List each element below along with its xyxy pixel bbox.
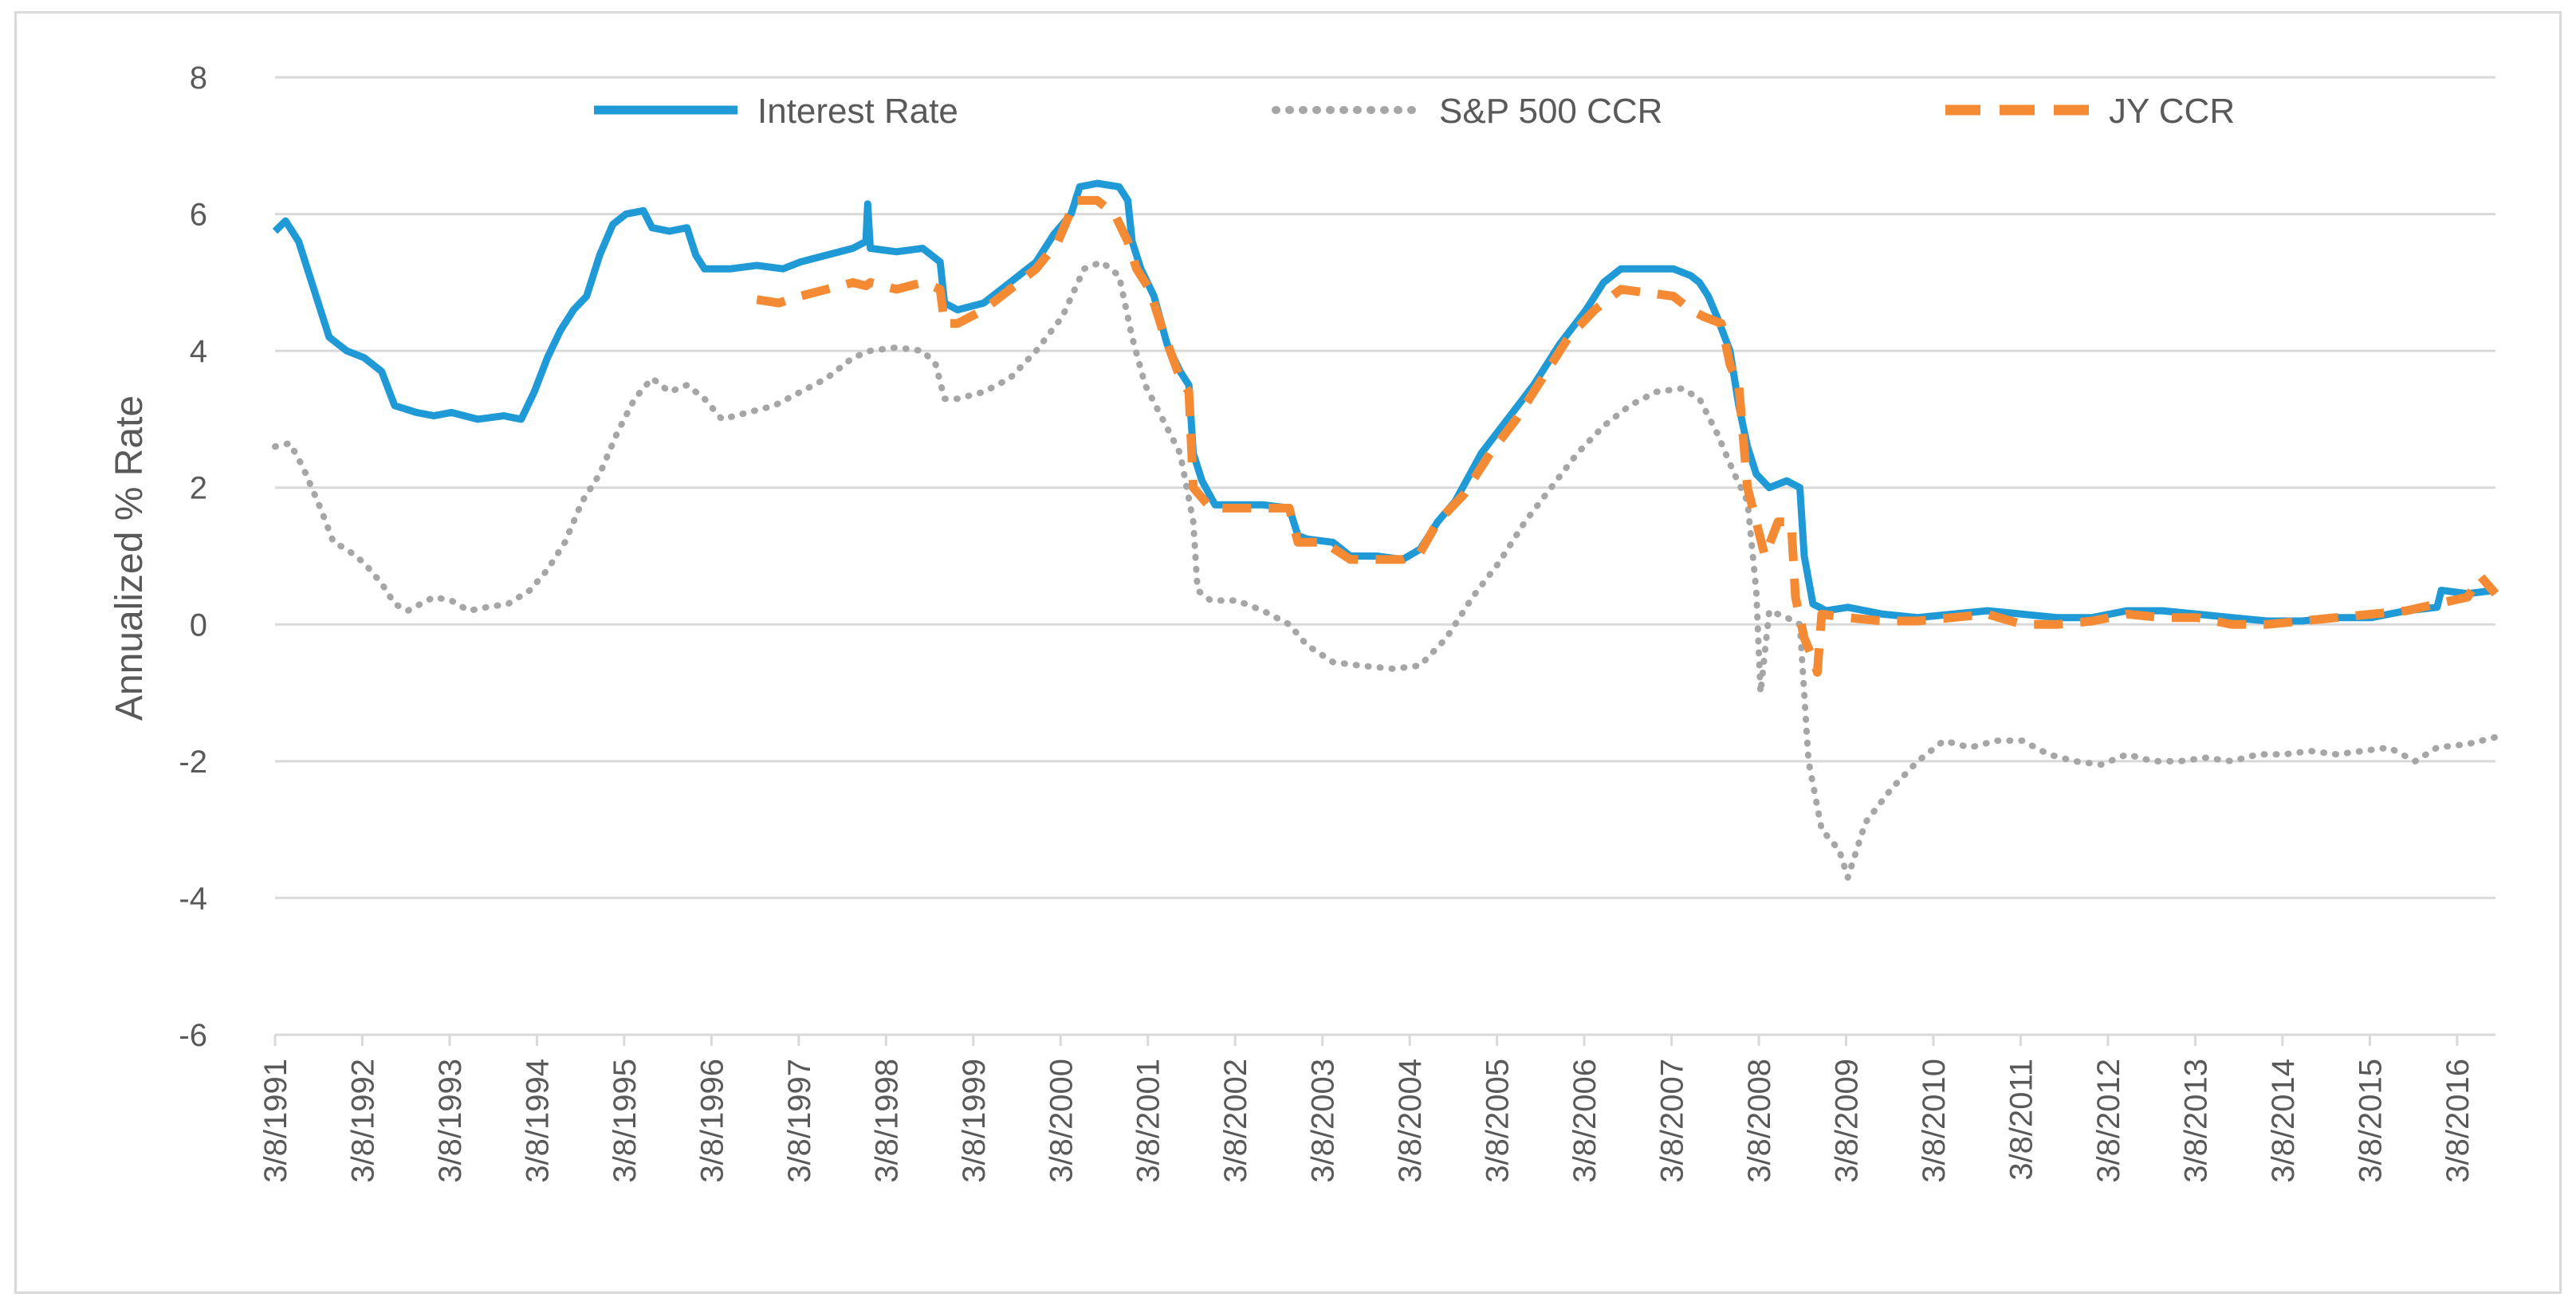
x-tick-label: 3/8/1998 [869, 1059, 904, 1183]
gridlines [275, 76, 2495, 1036]
y-axis-title: Annualized % Rate [108, 395, 151, 721]
y-axis-ticks: -6 -4 -2 0 2 4 6 8 [179, 61, 207, 1053]
x-tick-label: 3/8/1991 [258, 1059, 293, 1183]
x-tick-label: 3/8/2001 [1131, 1059, 1166, 1183]
x-tick-label: 3/8/2012 [2091, 1059, 2126, 1183]
legend-label: S&P 500 CCR [1439, 92, 1662, 131]
x-tick-label: 3/8/2002 [1218, 1059, 1253, 1183]
x-tick-label: 3/8/1995 [608, 1059, 643, 1183]
series-line-s-p-500-ccr [272, 258, 2499, 881]
x-tick-label: 3/8/2009 [1830, 1059, 1865, 1183]
x-tick-label: 3/8/2010 [1917, 1059, 1952, 1183]
y-tick-label: 6 [190, 198, 207, 233]
x-tick-label: 3/8/2016 [2440, 1059, 2476, 1183]
series-line-jy-ccr [756, 195, 2499, 677]
x-tick-label: 3/8/2011 [2004, 1059, 2039, 1181]
x-tick-label: 3/8/2007 [1655, 1059, 1690, 1183]
x-tick-label: 3/8/2003 [1306, 1059, 1341, 1183]
x-tick-label: 3/8/2008 [1742, 1059, 1777, 1183]
x-tick-label: 3/8/2006 [1567, 1059, 1603, 1183]
y-tick-label: -4 [179, 881, 207, 916]
y-tick-label: -2 [179, 745, 207, 780]
x-tick-label: 3/8/2004 [1393, 1059, 1428, 1183]
legend-label: Interest Rate [757, 92, 958, 131]
chart-frame [14, 11, 2562, 1294]
y-tick-label: 4 [190, 334, 207, 369]
y-tick-label: 8 [190, 61, 207, 96]
series-layer [272, 179, 2499, 881]
legend: Interest Rate S&P 500 CCR JY CCR [594, 92, 2235, 131]
y-tick-label: 2 [190, 471, 207, 506]
x-tick-label: 3/8/2000 [1044, 1059, 1079, 1183]
x-tick-label: 3/8/1992 [345, 1059, 380, 1183]
x-tick-label: 3/8/2014 [2266, 1059, 2301, 1183]
x-tick-label: 3/8/1993 [433, 1059, 468, 1183]
x-tick-label: 3/8/2015 [2353, 1059, 2388, 1183]
y-tick-label: -6 [179, 1018, 207, 1053]
x-axis-ticks: 3/8/1991 3/8/1992 3/8/1993 3/8/1994 3/8/1995… [258, 1035, 2476, 1183]
x-tick-label: 3/8/1997 [782, 1059, 817, 1183]
x-tick-label: 3/8/1996 [694, 1059, 730, 1183]
legend-label: JY CCR [2109, 92, 2235, 131]
x-tick-label: 3/8/1999 [957, 1059, 992, 1183]
x-tick-label: 3/8/2013 [2178, 1059, 2213, 1183]
x-tick-label: 3/8/2005 [1481, 1059, 1516, 1183]
y-tick-label: 0 [190, 607, 207, 643]
x-tick-label: 3/8/1994 [520, 1059, 555, 1183]
